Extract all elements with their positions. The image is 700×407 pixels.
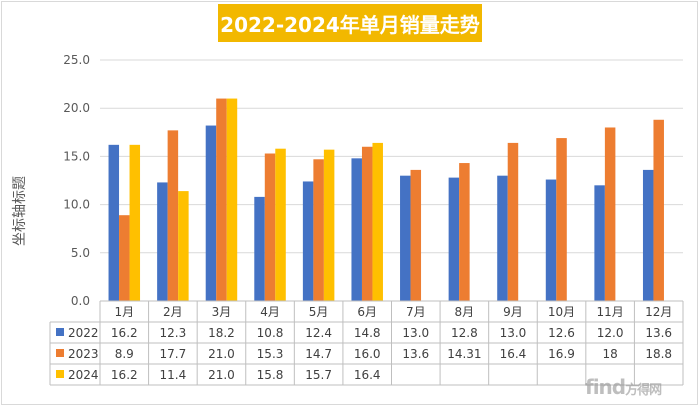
category-label: 4月 [260, 305, 280, 319]
bar-2023-9 [556, 138, 567, 301]
data-label: 21.0 [208, 368, 235, 382]
data-label: 16.4 [500, 347, 527, 361]
bar-2023-10 [604, 127, 616, 301]
category-label: 3月 [212, 305, 232, 319]
data-label: 13.0 [500, 326, 527, 340]
y-tick-label: 10.0 [63, 198, 90, 212]
bar-2022-11 [642, 169, 654, 301]
bar-2022-1 [157, 182, 168, 301]
y-tick-label: 25.0 [63, 53, 90, 67]
data-label: 16.2 [111, 326, 138, 340]
bar-2024-0 [129, 144, 141, 301]
data-label: 21.0 [208, 347, 235, 361]
bar-2022-7 [448, 177, 460, 301]
data-label: 15.7 [305, 368, 332, 382]
data-label: 18.8 [645, 347, 672, 361]
watermark-sub: 方得网 [625, 383, 662, 398]
category-label: 8月 [455, 305, 475, 319]
data-label: 12.0 [597, 326, 624, 340]
watermark-brand: find [585, 375, 626, 399]
legend-swatch-2022 [56, 328, 64, 336]
data-label: 12.8 [451, 326, 478, 340]
legend-label-2022: 2022 [68, 326, 99, 340]
bar-2022-10 [594, 185, 605, 301]
y-tick-label: 15.0 [63, 149, 90, 163]
legend-label-2024: 2024 [68, 368, 99, 382]
y-tick-label: 20.0 [63, 101, 90, 115]
bar-2024-5 [372, 142, 383, 301]
bar-2022-8 [497, 175, 508, 301]
legend-swatch-2024 [56, 370, 64, 378]
data-label: 15.3 [257, 347, 284, 361]
data-label: 16.4 [354, 368, 381, 382]
bar-2023-8 [507, 142, 519, 301]
category-label: 6月 [357, 305, 377, 319]
data-label: 13.6 [402, 347, 429, 361]
y-tick-label: 5.0 [71, 246, 90, 260]
legend-label-2023: 2023 [68, 347, 99, 361]
category-label: 7月 [406, 305, 426, 319]
y-tick-label: 0.0 [71, 294, 90, 308]
category-label: 10月 [548, 305, 575, 319]
bar-2022-6 [400, 175, 411, 301]
data-label: 14.8 [354, 326, 381, 340]
bar-2022-2 [205, 125, 217, 301]
bar-2023-0 [119, 215, 130, 301]
category-label: 12月 [645, 305, 672, 319]
data-label: 10.8 [257, 326, 284, 340]
bar-2023-7 [459, 163, 470, 301]
data-label: 14.31 [447, 347, 481, 361]
category-label: 1月 [114, 305, 134, 319]
data-label: 8.9 [115, 347, 134, 361]
data-label: 11.4 [160, 368, 187, 382]
data-label: 16.9 [548, 347, 575, 361]
data-label: 16.0 [354, 347, 381, 361]
bar-2024-4 [323, 149, 335, 301]
bar-2022-9 [545, 179, 557, 301]
bar-2023-2 [216, 98, 227, 301]
data-label: 16.2 [111, 368, 138, 382]
category-label: 11月 [596, 305, 623, 319]
bar-2023-4 [313, 159, 324, 301]
data-label: 12.3 [160, 326, 187, 340]
data-label: 13.0 [402, 326, 429, 340]
category-label: 5月 [309, 305, 329, 319]
bar-2022-0 [108, 144, 120, 301]
chart-title: 2022-2024年单月销量走势 [220, 12, 480, 37]
bar-2022-4 [302, 181, 314, 301]
data-label: 18 [602, 347, 617, 361]
bar-2024-3 [275, 148, 286, 301]
data-label: 18.2 [208, 326, 235, 340]
bar-2024-2 [226, 98, 238, 301]
data-label: 12.6 [548, 326, 575, 340]
bar-2024-1 [178, 191, 189, 301]
watermark-logo: find方得网 [585, 375, 662, 399]
data-label: 12.4 [305, 326, 332, 340]
bar-2023-5 [361, 146, 373, 301]
data-label: 14.7 [305, 347, 332, 361]
bar-2023-6 [410, 169, 422, 301]
category-label: 9月 [503, 305, 523, 319]
data-label: 13.6 [645, 326, 672, 340]
bar-2022-5 [351, 158, 362, 301]
data-label: 17.7 [160, 347, 187, 361]
category-label: 2月 [163, 305, 183, 319]
bar-2023-1 [167, 130, 179, 301]
bar-2022-3 [254, 196, 265, 301]
chart-title-box: 2022-2024年单月销量走势 [218, 4, 482, 42]
legend-swatch-2023 [56, 349, 64, 357]
bar-2023-3 [264, 153, 276, 301]
bar-2023-11 [653, 119, 664, 302]
data-label: 15.8 [257, 368, 284, 382]
